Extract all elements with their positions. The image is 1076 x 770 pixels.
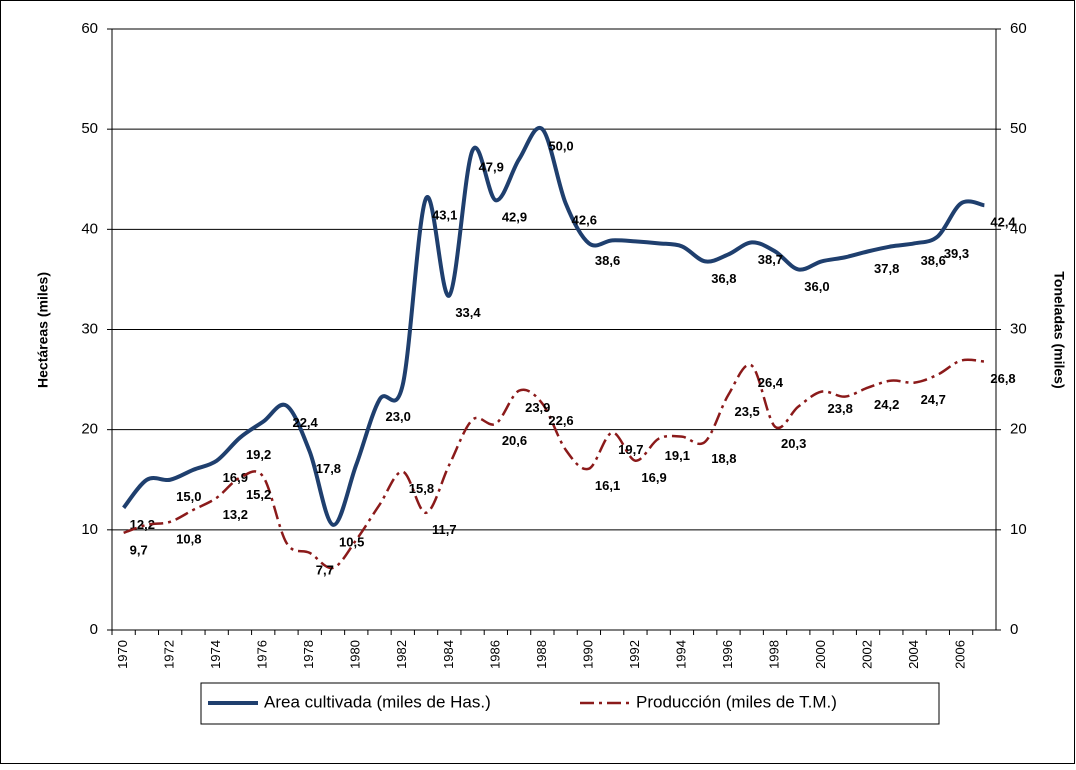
y-tick-label: 50 <box>81 120 98 137</box>
value-label: 36,0 <box>804 279 829 294</box>
x-tick-label: 1988 <box>534 640 549 669</box>
x-tick-label: 2000 <box>813 640 828 669</box>
value-label: 20,3 <box>781 436 806 451</box>
value-label: 22,6 <box>548 413 573 428</box>
x-tick-label: 1982 <box>394 640 409 669</box>
y-tick-label: 0 <box>90 621 98 638</box>
value-label: 19,2 <box>246 447 271 462</box>
value-label: 50,0 <box>548 139 573 154</box>
x-tick-label: 1992 <box>627 640 642 669</box>
value-label: 23,9 <box>525 400 550 415</box>
value-label: 19,7 <box>618 442 643 457</box>
value-label: 33,4 <box>455 305 481 320</box>
series-line <box>122 125 985 527</box>
y2-tick-label: 30 <box>1010 320 1027 337</box>
value-label: 23,5 <box>734 404 759 419</box>
x-tick-label: 1974 <box>208 640 223 669</box>
x-tick-label: 1984 <box>441 640 456 669</box>
x-tick-label: 1976 <box>255 640 270 669</box>
value-label: 13,2 <box>223 507 248 522</box>
x-tick-label: 2002 <box>859 640 874 669</box>
value-label: 42,9 <box>502 210 527 225</box>
value-label: 26,4 <box>758 375 784 390</box>
value-label: 11,7 <box>432 522 457 537</box>
y2-tick-label: 50 <box>1010 120 1027 137</box>
value-label: 20,6 <box>502 433 527 448</box>
y-tick-label: 10 <box>81 521 98 538</box>
series-line <box>123 358 985 570</box>
value-label: 36,8 <box>711 271 736 286</box>
value-label: 15,0 <box>176 489 201 504</box>
value-label: 47,9 <box>479 160 504 175</box>
value-label: 38,7 <box>758 252 783 267</box>
x-tick-label: 1990 <box>580 640 595 669</box>
value-label: 38,6 <box>921 253 946 268</box>
value-label: 15,2 <box>246 487 271 502</box>
y-axis-title: Hectáreas (miles) <box>35 272 51 388</box>
legend-box <box>200 682 940 725</box>
x-tick-label: 1970 <box>115 640 130 669</box>
value-label: 23,0 <box>386 409 411 424</box>
value-label: 24,2 <box>874 397 899 412</box>
y2-tick-label: 0 <box>1010 621 1018 638</box>
value-label: 43,1 <box>432 208 457 223</box>
x-tick-label: 1986 <box>487 640 502 669</box>
value-label: 9,7 <box>130 542 148 557</box>
value-label: 16,9 <box>223 470 248 485</box>
value-label: 18,8 <box>711 451 736 466</box>
y2-tick-label: 40 <box>1010 220 1027 237</box>
x-tick-label: 1994 <box>673 640 688 669</box>
y-tick-label: 30 <box>81 320 98 337</box>
value-label: 16,1 <box>595 478 620 493</box>
x-tick-label: 1980 <box>348 640 363 669</box>
x-tick-label: 1972 <box>162 640 177 669</box>
value-label: 15,8 <box>409 481 434 496</box>
value-label: 42,4 <box>990 215 1016 230</box>
value-label: 42,6 <box>572 213 597 228</box>
value-label: 38,6 <box>595 253 620 268</box>
legend-label: Producción (miles de T.M.) <box>636 692 837 711</box>
x-tick-label: 1978 <box>301 640 316 669</box>
value-label: 22,4 <box>292 415 318 430</box>
y-tick-label: 20 <box>81 421 98 438</box>
x-tick-label: 1998 <box>766 640 781 669</box>
value-label: 19,1 <box>665 448 690 463</box>
y2-tick-label: 60 <box>1010 20 1027 37</box>
x-tick-label: 2006 <box>953 640 968 669</box>
value-label: 39,3 <box>944 246 969 261</box>
y2-axis-title: Toneladas (miles) <box>1051 271 1067 388</box>
value-label: 16,9 <box>641 470 666 485</box>
y-tick-label: 40 <box>81 220 98 237</box>
legend-label: Area cultivada (miles de Has.) <box>264 692 491 711</box>
value-label: 7,7 <box>316 562 334 577</box>
value-label: 37,8 <box>874 261 899 276</box>
x-tick-label: 2004 <box>906 640 921 669</box>
value-label: 17,8 <box>316 461 341 476</box>
value-label: 26,8 <box>990 371 1015 386</box>
x-tick-label: 1996 <box>720 640 735 669</box>
value-label: 10,8 <box>176 531 201 546</box>
y2-tick-label: 20 <box>1010 421 1027 438</box>
y-tick-label: 60 <box>81 20 98 37</box>
value-label: 24,7 <box>921 392 946 407</box>
value-label: 23,8 <box>828 401 853 416</box>
value-label: 10,5 <box>339 534 364 549</box>
y2-tick-label: 10 <box>1010 521 1027 538</box>
